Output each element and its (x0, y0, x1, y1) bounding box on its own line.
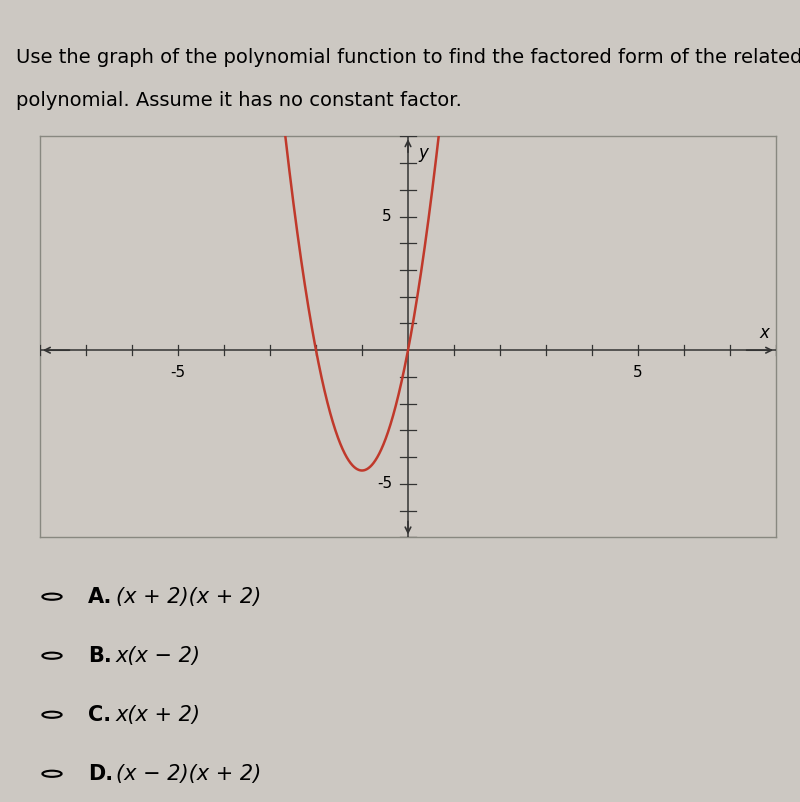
Text: 5: 5 (633, 365, 643, 380)
Text: A.: A. (88, 587, 112, 606)
Text: 5: 5 (382, 209, 392, 224)
Text: D.: D. (88, 764, 113, 784)
Text: (x − 2)(x + 2): (x − 2)(x + 2) (116, 764, 262, 784)
Text: -5: -5 (377, 476, 392, 492)
Text: x: x (759, 324, 769, 342)
Text: -5: -5 (170, 365, 186, 380)
Text: C.: C. (88, 705, 111, 725)
Text: x(x − 2): x(x − 2) (116, 646, 201, 666)
Text: Use the graph of the polynomial function to find the factored form of the relate: Use the graph of the polynomial function… (16, 48, 800, 67)
Text: x(x + 2): x(x + 2) (116, 705, 201, 725)
Text: y: y (418, 144, 428, 162)
Text: (x + 2)(x + 2): (x + 2)(x + 2) (116, 587, 262, 606)
Text: B.: B. (88, 646, 112, 666)
Text: polynomial. Assume it has no constant factor.: polynomial. Assume it has no constant fa… (16, 91, 462, 110)
